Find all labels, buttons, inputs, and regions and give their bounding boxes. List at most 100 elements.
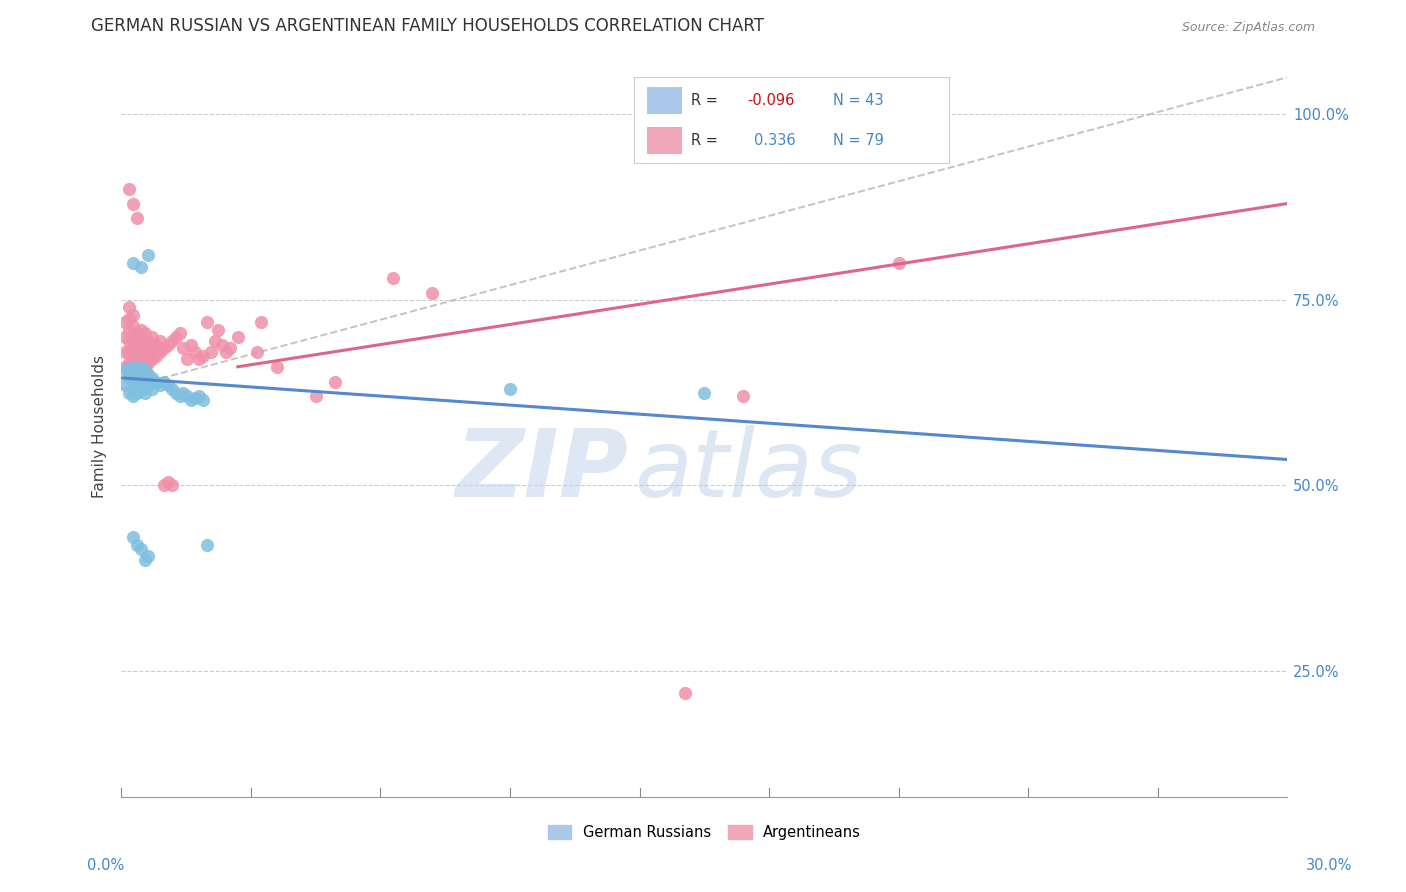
Point: [125, 367, 148, 381]
Point: [118, 311, 141, 326]
Point: [246, 345, 269, 359]
Point: [138, 345, 160, 359]
Point: [122, 530, 145, 544]
Point: [149, 378, 172, 392]
Point: [129, 541, 152, 556]
Point: [304, 389, 326, 403]
Point: [733, 389, 755, 403]
Text: atlas: atlas: [634, 425, 863, 516]
Point: [323, 375, 346, 389]
Point: [134, 349, 156, 363]
Point: [134, 385, 156, 400]
Point: [138, 378, 160, 392]
Point: [138, 248, 160, 262]
Point: [122, 341, 145, 355]
Point: [118, 323, 141, 337]
Point: [184, 391, 207, 405]
Point: [211, 337, 233, 351]
Point: [382, 270, 405, 285]
Point: [134, 359, 156, 374]
Point: [145, 349, 167, 363]
Point: [118, 363, 141, 377]
Point: [122, 371, 145, 385]
Point: [122, 389, 145, 403]
Point: [118, 334, 141, 348]
Point: [160, 478, 183, 492]
Point: [153, 375, 176, 389]
Point: [156, 337, 179, 351]
Point: [134, 552, 156, 566]
Point: [141, 352, 163, 367]
Point: [125, 211, 148, 226]
Point: [118, 345, 141, 359]
Point: [191, 393, 214, 408]
Point: [266, 359, 288, 374]
Point: [165, 330, 187, 344]
Point: [499, 382, 522, 396]
Point: [125, 375, 148, 389]
Text: Source: ZipAtlas.com: Source: ZipAtlas.com: [1181, 21, 1315, 34]
Point: [191, 349, 214, 363]
Point: [129, 323, 152, 337]
Point: [153, 478, 176, 492]
Point: [129, 356, 152, 370]
Point: [122, 378, 145, 392]
Point: [169, 389, 191, 403]
Point: [176, 389, 198, 403]
Point: [134, 363, 156, 377]
Point: [138, 334, 160, 348]
Point: [125, 349, 148, 363]
Point: [125, 538, 148, 552]
Point: [129, 359, 152, 374]
Point: [129, 334, 152, 348]
Point: [153, 341, 176, 355]
Point: [156, 475, 179, 489]
Point: [160, 382, 183, 396]
Point: [125, 385, 148, 400]
Point: [122, 352, 145, 367]
Point: [114, 378, 136, 392]
Point: [188, 352, 211, 367]
Point: [122, 330, 145, 344]
Text: GERMAN RUSSIAN VS ARGENTINEAN FAMILY HOUSEHOLDS CORRELATION CHART: GERMAN RUSSIAN VS ARGENTINEAN FAMILY HOU…: [91, 17, 765, 35]
Point: [118, 301, 141, 315]
Point: [118, 385, 141, 400]
Point: [138, 356, 160, 370]
Point: [149, 334, 172, 348]
Point: [188, 389, 211, 403]
Point: [114, 330, 136, 344]
Point: [134, 337, 156, 351]
Point: [219, 341, 242, 355]
Point: [160, 334, 183, 348]
Point: [141, 371, 163, 385]
Point: [129, 371, 152, 385]
Point: [122, 363, 145, 377]
Point: [215, 345, 238, 359]
Point: [250, 315, 273, 329]
Point: [118, 356, 141, 370]
Point: [195, 538, 218, 552]
Point: [114, 359, 136, 374]
Point: [420, 285, 443, 300]
Y-axis label: Family Households: Family Households: [93, 355, 107, 498]
Legend: German Russians, Argentineans: German Russians, Argentineans: [541, 819, 868, 846]
Point: [114, 315, 136, 329]
Point: [180, 393, 202, 408]
Point: [200, 345, 222, 359]
Point: [129, 345, 152, 359]
Point: [172, 385, 194, 400]
Point: [673, 686, 696, 700]
Point: [145, 375, 167, 389]
Point: [141, 330, 163, 344]
Text: 30.0%: 30.0%: [1306, 858, 1351, 872]
Point: [129, 382, 152, 396]
Point: [207, 323, 229, 337]
Point: [176, 352, 198, 367]
Point: [141, 341, 163, 355]
Point: [134, 375, 156, 389]
Point: [138, 367, 160, 381]
Point: [169, 326, 191, 341]
Point: [138, 549, 160, 563]
Point: [145, 337, 167, 351]
Point: [134, 326, 156, 341]
